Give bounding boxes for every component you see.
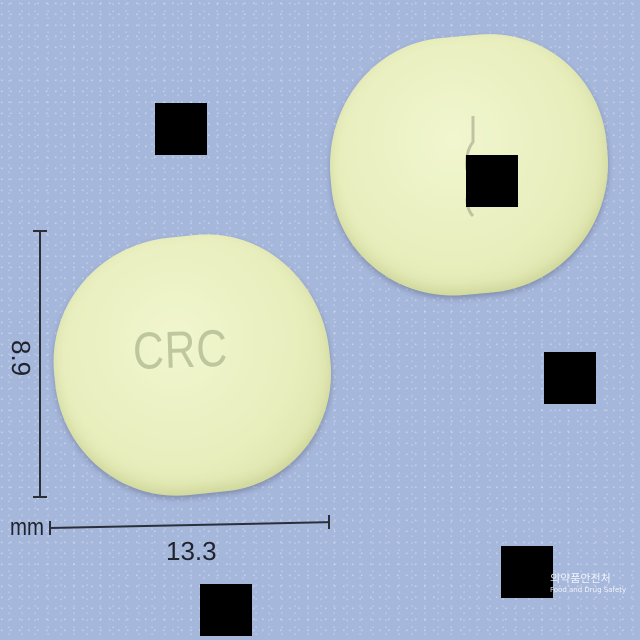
redaction-box: [200, 584, 252, 636]
pill-imprint-text: CRC: [132, 319, 229, 381]
height-dimension-tick-bottom: [33, 496, 47, 498]
width-dimension-tick-right: [328, 515, 330, 529]
height-dimension-tick-top: [33, 230, 47, 232]
height-dimension-label: 8.9: [6, 340, 36, 377]
watermark-sub-text: Food and Drug Safety: [550, 586, 627, 594]
unit-label: mm: [10, 514, 44, 541]
redaction-box: [466, 155, 518, 207]
redaction-box: [501, 546, 553, 598]
height-dimension-line: [39, 230, 41, 498]
agency-watermark: 의약품안전처 Food and Drug Safety: [500, 568, 630, 604]
width-dimension-label: 13.3: [166, 536, 217, 566]
watermark-main-text: 의약품안전처: [550, 572, 611, 585]
redaction-box: [544, 352, 596, 404]
width-dimension-line: [49, 521, 330, 529]
width-dimension-tick-left: [49, 521, 51, 535]
redaction-box: [155, 103, 207, 155]
